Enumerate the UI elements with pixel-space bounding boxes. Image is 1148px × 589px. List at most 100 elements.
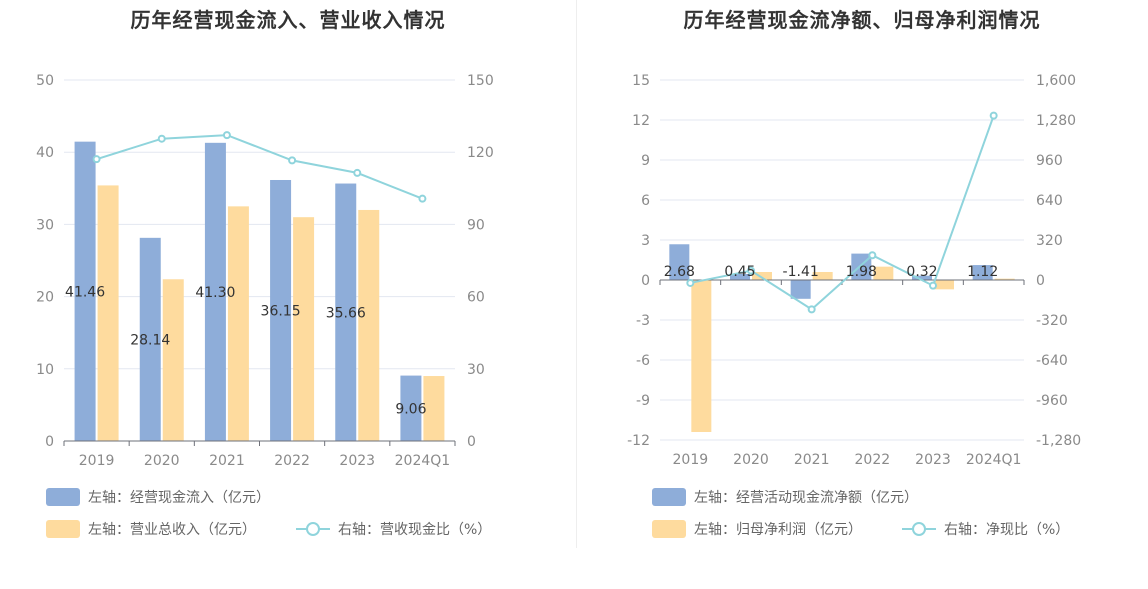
line-series-2 bbox=[690, 115, 995, 311]
y-left-tick-label: -6 bbox=[636, 353, 650, 369]
bar-series-0 bbox=[790, 280, 811, 299]
bar-series-1 bbox=[934, 280, 954, 290]
line-point bbox=[989, 111, 998, 120]
legend-item[interactable]: 右轴：净现比（%） bbox=[902, 519, 1069, 539]
x-tick-label: 2021 bbox=[209, 453, 245, 469]
bar-series-1 bbox=[162, 279, 184, 441]
line-series-2 bbox=[96, 134, 423, 200]
line-point bbox=[353, 168, 362, 177]
line-point bbox=[807, 305, 816, 314]
y-right-tick-label: 1,280 bbox=[1036, 113, 1076, 129]
legend-swatch-icon bbox=[652, 520, 686, 538]
bar-series-0 bbox=[972, 265, 993, 280]
bar-series-1 bbox=[691, 280, 712, 432]
panel-divider bbox=[576, 0, 577, 548]
y-right-tick-label: 0 bbox=[1036, 273, 1045, 289]
legend-line-icon bbox=[296, 520, 330, 538]
y-right-tick-label: 640 bbox=[1036, 193, 1063, 209]
legend-item[interactable]: 左轴：归母净利润（亿元） bbox=[652, 519, 862, 539]
x-tick-label: 2020 bbox=[733, 452, 769, 468]
legend-label: 右轴：净现比（%） bbox=[944, 522, 1070, 538]
legend-item[interactable]: 右轴：营收现金比（%） bbox=[296, 519, 491, 539]
x-tick-label: 2024Q1 bbox=[395, 453, 451, 469]
chart-panel-right: 历年经营现金流净额、归母净利润情况 -12 -1,280 -9 -960 -6 -640-… bbox=[576, 0, 1148, 589]
bar-series-1 bbox=[358, 209, 380, 441]
line-point bbox=[686, 278, 695, 287]
bar-series-0 bbox=[669, 244, 690, 280]
legend-label: 左轴：经营现金流入（亿元） bbox=[88, 490, 270, 506]
y-left-tick-label: 10 bbox=[36, 362, 54, 378]
bar-series-1 bbox=[994, 278, 1015, 280]
x-tick-label: 2023 bbox=[915, 452, 951, 468]
bar-series-1 bbox=[812, 272, 833, 280]
y-right-tick-label: 120 bbox=[467, 145, 494, 161]
y-left-tick-label: 50 bbox=[36, 73, 54, 89]
y-left-tick-label: 3 bbox=[641, 233, 650, 249]
line-point bbox=[92, 155, 101, 164]
chart-panel-left: 历年经营现金流入、营业收入情况 0 0 10 30 20 60 30 90 40 120 50 150… bbox=[36, 8, 494, 539]
y-right-tick-label: 960 bbox=[1036, 153, 1063, 169]
data-label: 41.46 bbox=[65, 284, 105, 300]
bar-series-0 bbox=[400, 375, 422, 441]
bar-series-1 bbox=[423, 376, 445, 441]
x-tick-label: 2024Q1 bbox=[966, 452, 1022, 468]
y-left-tick-label: 0 bbox=[45, 434, 54, 450]
data-label: 1.12 bbox=[967, 264, 998, 280]
legend-item[interactable]: 左轴：经营活动现金流净额（亿元） bbox=[652, 487, 918, 507]
y-right-tick-label: -960 bbox=[1036, 393, 1068, 409]
chart-title: 历年经营现金流净额、归母净利润情况 bbox=[683, 8, 1041, 32]
y-right-tick-label: 320 bbox=[1036, 233, 1063, 249]
x-tick-label: 2019 bbox=[673, 452, 709, 468]
x-tick-label: 2021 bbox=[794, 452, 830, 468]
y-right-tick-label: -640 bbox=[1036, 353, 1068, 369]
y-left-tick-label: 30 bbox=[36, 217, 54, 233]
line-point bbox=[418, 194, 427, 203]
x-tick-label: 2023 bbox=[339, 453, 375, 469]
legend-label: 左轴：归母净利润（亿元） bbox=[694, 522, 862, 538]
legend-item[interactable]: 左轴：经营现金流入（亿元） bbox=[46, 487, 270, 507]
bar-series-0 bbox=[270, 179, 292, 441]
y-left-tick-label: -12 bbox=[627, 433, 650, 449]
y-left-tick-label: 20 bbox=[36, 290, 54, 306]
data-label: 9.06 bbox=[395, 401, 426, 417]
line-point bbox=[747, 266, 755, 275]
y-left-tick-label: -3 bbox=[636, 313, 650, 329]
line-point bbox=[288, 156, 297, 165]
chart-plot: 0 0 10 30 20 60 30 90 40 120 50 150 2019 2020 2021 2022… bbox=[36, 73, 494, 469]
data-label: -1.41 bbox=[783, 264, 819, 280]
y-left-tick-label: 0 bbox=[641, 273, 650, 289]
legend-swatch-icon bbox=[46, 488, 80, 506]
bar-series-0 bbox=[139, 237, 161, 441]
y-right-tick-label: 30 bbox=[467, 362, 485, 378]
legend-swatch-icon bbox=[652, 488, 686, 506]
y-right-tick-label: -1,280 bbox=[1036, 433, 1081, 449]
y-right-tick-label: 1,600 bbox=[1036, 73, 1076, 89]
y-left-tick-label: 15 bbox=[632, 73, 650, 89]
bar-series-1 bbox=[752, 272, 772, 280]
data-label: 36.15 bbox=[261, 303, 301, 319]
bar-series-0 bbox=[335, 183, 357, 442]
x-tick-label: 2020 bbox=[144, 453, 180, 469]
legend-item[interactable]: 左轴：营业总收入（亿元） bbox=[46, 519, 256, 539]
y-right-tick-label: 90 bbox=[467, 217, 485, 233]
line-point bbox=[868, 251, 877, 260]
y-left-tick-label: 12 bbox=[632, 113, 650, 129]
data-label: 1.98 bbox=[846, 264, 877, 280]
data-label: 2.68 bbox=[664, 264, 695, 280]
data-label: 0.32 bbox=[906, 264, 937, 280]
line-point bbox=[222, 131, 231, 140]
bar-series-0 bbox=[912, 275, 932, 280]
bar-series-1 bbox=[97, 185, 119, 441]
legend-line-icon bbox=[902, 520, 936, 538]
chart-plot: -12 -1,280 -9 -960 -6 -640 -3 -320 0 0 3 320 6 640 9 96… bbox=[627, 73, 1081, 468]
y-left-tick-label: 9 bbox=[641, 153, 650, 169]
chart-title: 历年经营现金流入、营业收入情况 bbox=[130, 8, 446, 32]
y-left-tick-label: 6 bbox=[641, 193, 650, 209]
x-tick-label: 2019 bbox=[79, 453, 115, 469]
x-tick-label: 2022 bbox=[855, 452, 891, 468]
line-point bbox=[929, 281, 937, 290]
legend-label: 右轴：营收现金比（%） bbox=[338, 522, 492, 538]
bar-series-0 bbox=[204, 142, 226, 441]
bar-series-1 bbox=[873, 266, 894, 280]
bar-series-0 bbox=[74, 141, 96, 441]
